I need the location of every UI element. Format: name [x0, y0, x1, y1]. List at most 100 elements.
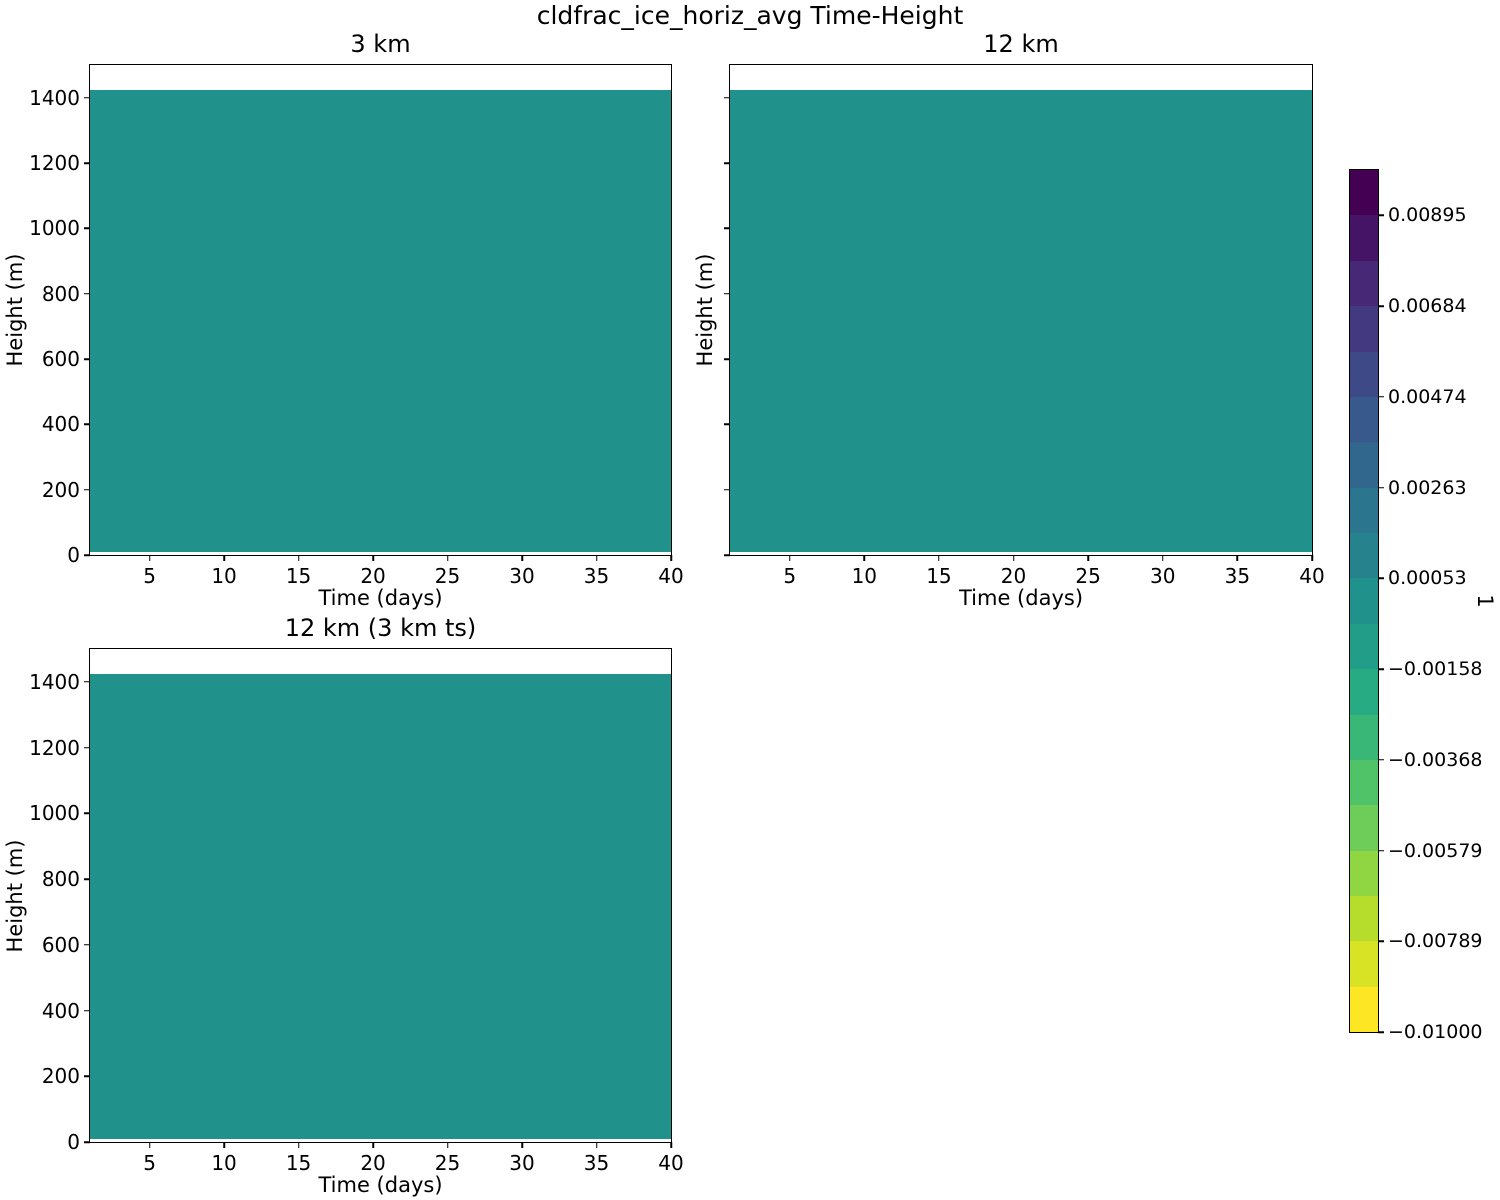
- colorbar-tick-label: −0.00789: [1388, 930, 1483, 953]
- y-tick-mark: [84, 358, 90, 360]
- x-tick-mark: [446, 555, 449, 561]
- contour-fill: [90, 673, 671, 1139]
- colorbar-tick-label: −0.01000: [1388, 1021, 1483, 1043]
- colorbar-tick-mark: [1378, 486, 1384, 489]
- colorbar-axis-label: 1: [1473, 594, 1497, 608]
- x-tick-label: 40: [1299, 564, 1325, 588]
- contour-fill: [90, 89, 671, 552]
- x-tick-label: 25: [434, 1151, 461, 1175]
- x-tick-label: 5: [143, 564, 156, 588]
- x-tick-mark: [148, 1142, 151, 1148]
- y-tick-mark: [724, 292, 730, 295]
- y-tick-label: 600: [41, 932, 80, 957]
- y-tick-mark: [84, 878, 90, 880]
- x-tick-mark: [1311, 555, 1313, 561]
- x-axis-label: Time (days): [318, 1173, 443, 1197]
- y-tick-mark: [84, 746, 90, 749]
- colorbar-band: [1350, 759, 1378, 806]
- subplot-title: 12 km: [983, 30, 1059, 58]
- y-tick-mark: [84, 1075, 90, 1078]
- colorbar-band: [1350, 896, 1378, 942]
- subplot-3km: 3 km Height (m) Time (days) 5 10 15 20 25 30 3…: [3, 30, 684, 610]
- x-tick-mark: [446, 1142, 449, 1148]
- y-tick-mark: [724, 96, 730, 99]
- y-axis-label: Height (m): [3, 839, 27, 952]
- colorbar-tick-mark: [1378, 668, 1384, 670]
- x-tick-label: 20: [360, 564, 386, 588]
- x-tick-label: 15: [285, 564, 312, 588]
- colorbar-band: [1350, 941, 1378, 987]
- x-tick-label: 30: [509, 564, 535, 588]
- y-tick-mark: [84, 681, 90, 683]
- y-tick-mark: [724, 488, 730, 491]
- x-tick-mark: [1162, 555, 1164, 561]
- colorbar-tick-label: 0.00684: [1388, 295, 1467, 318]
- colorbar-tick-mark: [1378, 396, 1384, 398]
- colorbar-bands: [1350, 170, 1378, 1033]
- colorbar-tick-label: 0.00053: [1388, 567, 1467, 590]
- x-tick-mark: [938, 555, 940, 561]
- y-tick-mark: [84, 423, 90, 426]
- y-tick-label: 1000: [29, 801, 80, 826]
- x-tick-mark: [372, 1142, 374, 1148]
- y-tick-mark: [84, 488, 90, 491]
- y-tick-mark: [724, 358, 730, 360]
- y-tick-label: 0: [67, 1130, 80, 1154]
- x-tick-mark: [521, 555, 523, 561]
- colorbar-band: [1350, 533, 1378, 579]
- x-tick-label: 15: [285, 1151, 312, 1175]
- colorbar-band: [1350, 487, 1378, 533]
- x-tick-label: 10: [851, 564, 878, 588]
- y-tick-label: 200: [41, 1064, 80, 1089]
- x-tick-label: 20: [360, 1151, 386, 1175]
- y-tick-label: 1400: [29, 85, 80, 110]
- colorbar-tick-label: −0.00368: [1388, 748, 1483, 771]
- colorbar-band: [1350, 170, 1378, 216]
- y-axis-label: Height (m): [3, 253, 27, 367]
- colorbar-tick-label: 0.00263: [1388, 476, 1467, 499]
- colorbar-band: [1350, 669, 1378, 715]
- subplot-title: 3 km: [350, 30, 411, 58]
- y-tick-label: 1200: [29, 735, 80, 760]
- colorbar-tick-label: 0.00895: [1388, 204, 1467, 227]
- colorbar-tick-mark: [1378, 849, 1384, 852]
- x-tick-mark: [148, 555, 151, 561]
- subplot-12km: 12 km Height (m) Time (days) 5 10 15 20 25 30…: [693, 30, 1325, 610]
- x-tick-label: 35: [583, 1151, 610, 1175]
- x-tick-label: 30: [509, 1151, 535, 1175]
- x-tick-mark: [1236, 555, 1239, 561]
- x-tick-label: 40: [658, 1151, 684, 1175]
- y-tick-mark: [84, 1141, 90, 1143]
- x-tick-mark: [670, 555, 672, 561]
- colorbar-tick-mark: [1378, 1031, 1384, 1033]
- x-tick-mark: [788, 555, 791, 561]
- colorbar-tick-mark: [1378, 940, 1384, 942]
- y-tick-mark: [84, 227, 90, 230]
- colorbar-tick-mark: [1378, 214, 1384, 217]
- x-tick-mark: [595, 555, 598, 561]
- y-tick-label: 0: [67, 543, 80, 567]
- x-tick-label: 25: [434, 564, 461, 588]
- colorbar-tick-label: −0.00579: [1388, 839, 1483, 862]
- x-axis-label: Time (days): [318, 586, 443, 610]
- y-tick-mark: [84, 554, 90, 556]
- y-tick-mark: [84, 162, 90, 164]
- x-tick-mark: [297, 555, 300, 561]
- subplot-12km-3kmts: 12 km (3 km ts) Height (m) Time (days) 5…: [3, 614, 684, 1197]
- x-tick-label: 40: [658, 564, 684, 588]
- colorbar-band: [1350, 260, 1378, 307]
- colorbar-tick-label: −0.00158: [1388, 658, 1483, 681]
- x-axis-label: Time (days): [958, 586, 1084, 610]
- figure-title: cldfrac_ice_horiz_avg Time-Height: [536, 1, 964, 30]
- colorbar-band: [1350, 578, 1378, 624]
- y-tick-mark: [84, 944, 90, 946]
- y-tick-label: 600: [41, 347, 80, 371]
- colorbar-band: [1350, 215, 1378, 261]
- colorbar-tick-label: 0.00474: [1388, 385, 1467, 408]
- colorbar-band: [1350, 805, 1378, 851]
- colorbar-tick-mark: [1378, 759, 1384, 761]
- y-tick-mark: [724, 423, 730, 426]
- x-tick-mark: [372, 555, 374, 561]
- x-tick-label: 10: [211, 1151, 237, 1175]
